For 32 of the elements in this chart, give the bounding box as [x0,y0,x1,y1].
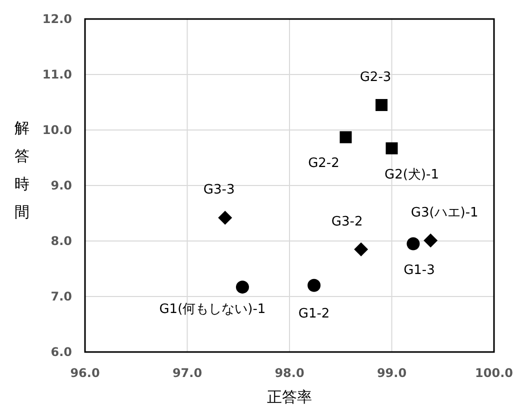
annotation: G1(何もしない)-1 [159,302,266,318]
x-tick-label: 100.0 [475,366,513,380]
annotation: G3-2 [331,214,363,230]
point [218,210,232,225]
x-tick-label: 98.0 [274,366,304,380]
point [406,237,420,250]
x-tick-label: 96.0 [70,366,100,380]
y-tick-label: 10.0 [42,123,72,137]
point [354,242,368,256]
annotation: G2-3 [360,70,392,86]
point [424,233,438,248]
annotation: G1-3 [404,262,435,278]
y-tick-label: 7.0 [50,290,72,304]
y-tick-label: 6.0 [50,345,72,359]
x-axis-title: 正答率 [267,388,312,406]
y-tick-label: 11.0 [42,68,72,82]
y-tick-label: 9.0 [50,178,72,192]
x-tick-label: 99.0 [376,366,407,380]
y-tick-label: 8.0 [50,234,72,248]
point [308,278,321,292]
x-tick-label: 97.0 [172,366,202,380]
y-axis-title: 解答時間 [14,119,30,221]
annotation: G1-2 [298,306,330,322]
annotation: G3-3 [203,182,235,198]
annotation: G2-2 [308,156,340,172]
annotation: G3(ハエ)-1 [410,205,478,220]
point [236,280,249,294]
point [340,131,352,144]
point [386,142,398,154]
y-tick-label: 12.0 [42,12,72,26]
annotation: G2(犬)-1 [384,167,439,182]
point [376,99,388,112]
